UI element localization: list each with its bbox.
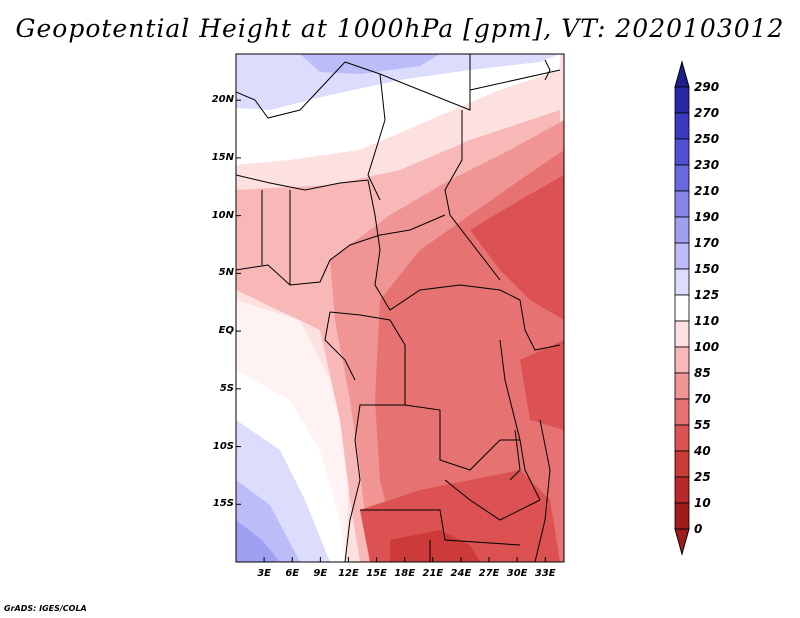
- border-line: [236, 174, 381, 251]
- colorbar-segment: [674, 346, 690, 374]
- colorbar-segment: [674, 242, 690, 270]
- colorbar-label: 25: [694, 470, 711, 484]
- border-line: [379, 54, 471, 111]
- colorbar-label: 85: [694, 366, 711, 380]
- colorbar-segment: [674, 502, 690, 530]
- lat-label: 10S: [212, 440, 234, 452]
- border-line: [236, 61, 346, 119]
- field-north-pink: [236, 70, 560, 190]
- colorbar-label: 170: [694, 236, 720, 250]
- colorbar-label: 100: [694, 340, 720, 354]
- lon-label: 6E: [285, 568, 300, 579]
- colorbar-label: 55: [694, 418, 711, 432]
- border-line: [534, 419, 551, 562]
- colorbar-label: 70: [694, 392, 711, 406]
- colorbar-segment: [674, 398, 690, 426]
- field-band-25-south: [390, 530, 480, 562]
- colorbar-segment: [674, 216, 690, 244]
- colorbar-segment: [674, 476, 690, 504]
- lat-label: 15N: [211, 151, 234, 163]
- colorbar-segment: [674, 424, 690, 452]
- colorbar-label: 10: [694, 496, 711, 510]
- border-line: [324, 311, 356, 381]
- lat-label: 5S: [219, 382, 234, 394]
- lat-label: EQ: [218, 325, 234, 337]
- border-line: [544, 59, 551, 81]
- colorbar-segment: [674, 190, 690, 218]
- field-ocean-blue3: [236, 520, 280, 562]
- colorbar-segment: [674, 450, 690, 478]
- colorbar: [674, 60, 690, 556]
- border-line: [404, 404, 520, 471]
- map-title: Geopotential Height at 1000hPa [gpm], VT…: [15, 14, 785, 43]
- lat-label: 10N: [211, 209, 234, 221]
- border-line: [519, 299, 561, 351]
- lon-label: 21E: [422, 568, 444, 579]
- lat-label: 20N: [211, 94, 234, 106]
- colorbar-top-arrow: [674, 60, 690, 88]
- colorbar-label: 230: [694, 158, 720, 172]
- lon-label: 15E: [366, 568, 387, 579]
- lon-label: 9E: [313, 568, 328, 579]
- colorbar-label: 150: [694, 262, 720, 276]
- colorbar-segment: [674, 372, 690, 400]
- field-band-40-lakes: [520, 340, 564, 430]
- height-field: [236, 54, 564, 562]
- border-line: [360, 509, 521, 546]
- colorbar-segment: [674, 138, 690, 166]
- border-line: [329, 311, 406, 441]
- border-line: [344, 439, 361, 562]
- field-north-blue2: [300, 54, 440, 74]
- lon-label: 33E: [534, 568, 556, 579]
- colorbar-segment: [674, 164, 690, 192]
- lon-label: 12E: [338, 568, 359, 579]
- colorbar-label: 210: [694, 184, 720, 198]
- colorbar-segment: [674, 320, 690, 348]
- lat-label: 15S: [212, 498, 234, 510]
- country-borders: [236, 54, 561, 562]
- axis-ticks: [236, 99, 546, 562]
- border-line: [469, 69, 561, 91]
- colorbar-label: 110: [694, 314, 720, 328]
- lat-label: 5N: [218, 267, 234, 279]
- border-line: [344, 61, 386, 201]
- colorbar-segment: [674, 268, 690, 296]
- lon-label: 30E: [506, 568, 528, 579]
- border-line: [509, 429, 521, 481]
- colorbar-label: 250: [694, 132, 720, 146]
- field-band-40-east: [470, 175, 564, 320]
- border-line: [444, 479, 541, 521]
- lon-label: 3E: [257, 568, 271, 579]
- lon-label: 27E: [478, 568, 500, 579]
- colorbar-label: 190: [694, 210, 720, 224]
- colorbar-label: 270: [694, 106, 720, 120]
- colorbar-label: 40: [694, 444, 711, 458]
- colorbar-label: 290: [694, 80, 720, 94]
- colorbar-segment: [674, 112, 690, 140]
- lon-label: 18E: [394, 568, 416, 579]
- grads-credit: GrADS: IGES/COLA: [4, 604, 87, 613]
- lon-label: 24E: [450, 568, 472, 579]
- border-line: [374, 249, 521, 311]
- colorbar-label: 125: [694, 288, 720, 302]
- colorbar-segment: [674, 294, 690, 322]
- map-frame: [235, 53, 565, 563]
- border-line: [444, 110, 501, 281]
- colorbar-label: 0: [694, 522, 703, 536]
- border-line: [499, 339, 541, 501]
- field-north-white: [236, 54, 560, 165]
- colorbar-segment: [674, 86, 690, 114]
- colorbar-bottom-arrow: [674, 528, 690, 556]
- border-line: [236, 214, 446, 286]
